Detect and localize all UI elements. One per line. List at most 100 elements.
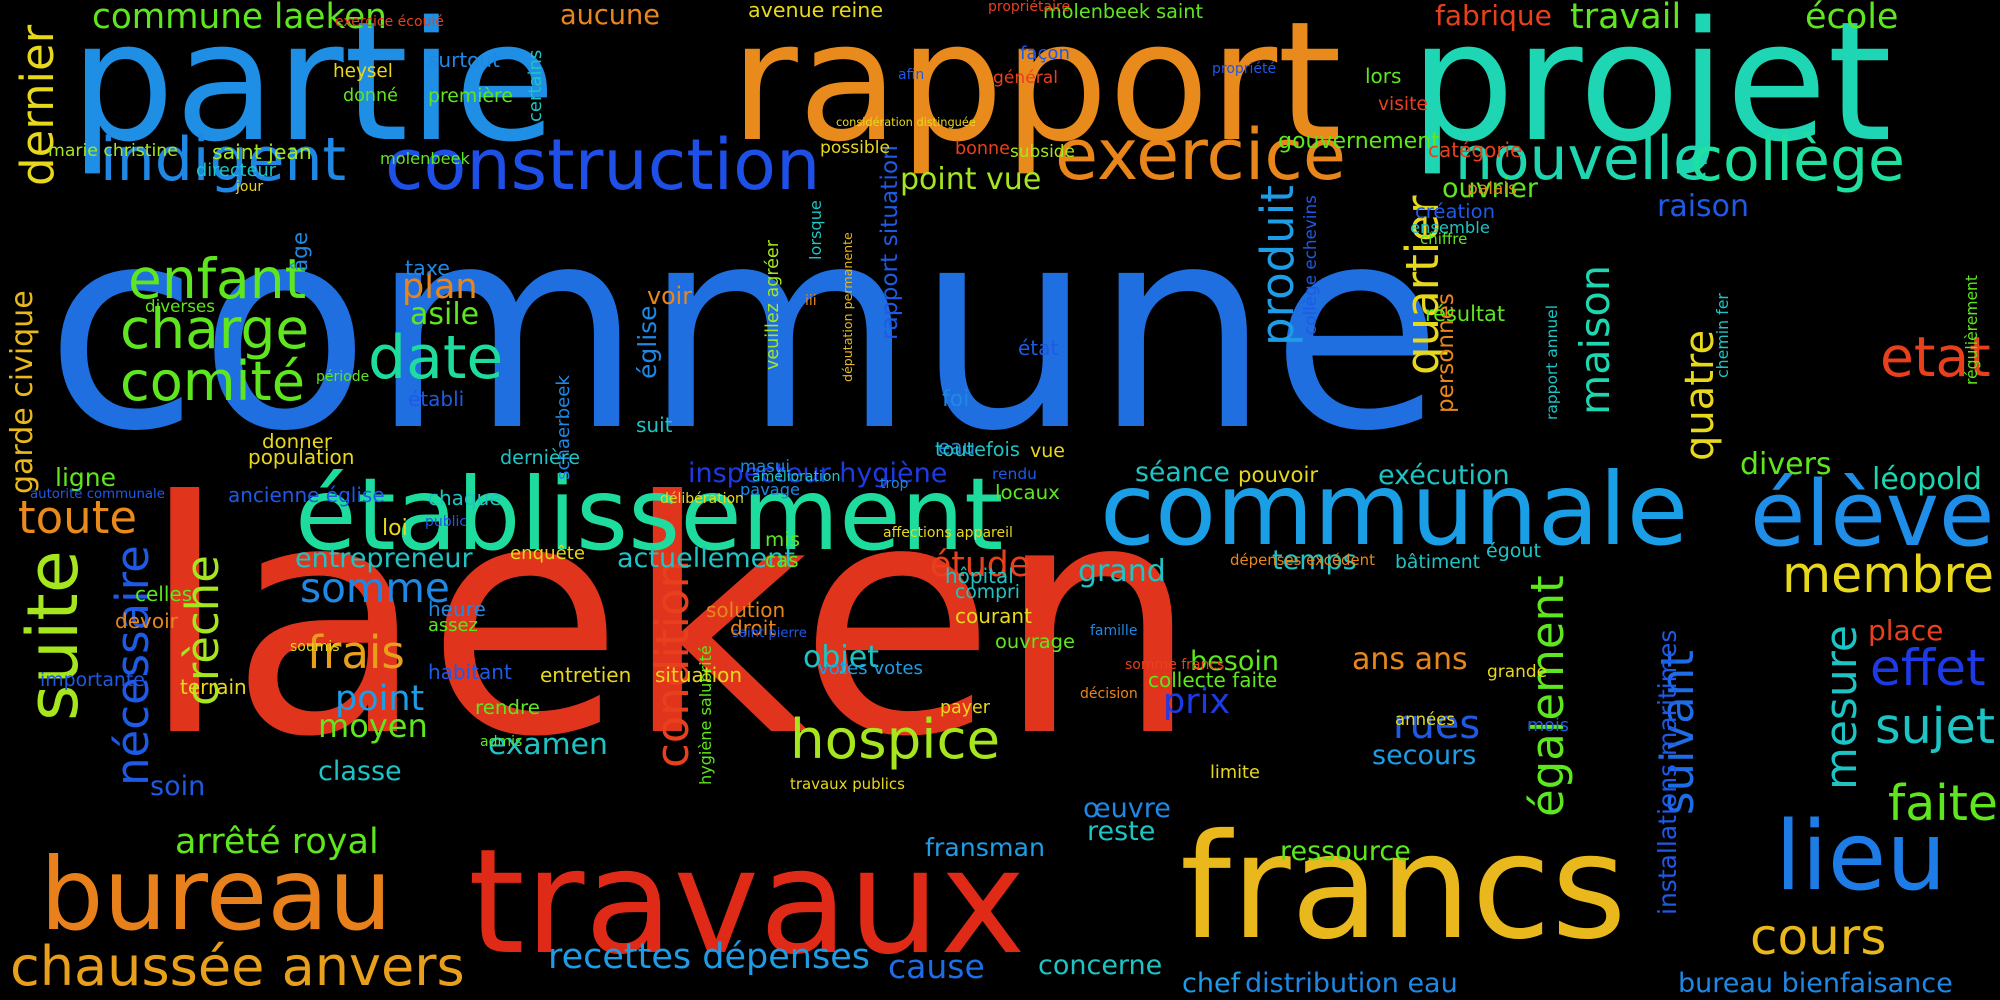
- cloud-word: payer: [940, 698, 990, 718]
- cloud-word: trop: [880, 476, 909, 492]
- cloud-word: nouvelle: [1455, 124, 1710, 194]
- cloud-word: comité: [120, 350, 305, 413]
- cloud-word: molenbeek: [380, 149, 470, 168]
- cloud-word: projet: [1410, 0, 1892, 178]
- cloud-word: établissement: [295, 456, 1004, 573]
- cloud-word: secours: [1372, 740, 1477, 771]
- cloud-word: œuvre: [1083, 793, 1171, 824]
- cloud-word: rapport: [730, 0, 1342, 178]
- cloud-word: saint pierre: [732, 626, 807, 641]
- cloud-word: faite: [1888, 775, 1998, 832]
- cloud-word: chemin fer: [1713, 293, 1732, 378]
- cloud-word: bureau bienfaisance: [1678, 968, 1953, 999]
- cloud-word: catégorie: [1428, 138, 1523, 162]
- cloud-word: maison: [1571, 264, 1619, 415]
- cloud-word: également: [1521, 575, 1574, 817]
- cloud-word: décision: [1080, 686, 1138, 702]
- cloud-word: soumis: [290, 639, 340, 655]
- cloud-word: masui: [740, 457, 790, 476]
- cloud-word: exercice écoulé: [335, 14, 444, 30]
- cloud-word: devoir: [115, 609, 178, 633]
- cloud-word: chaussée anvers: [10, 935, 465, 998]
- cloud-word: ouvrier: [1442, 173, 1538, 204]
- cloud-word: rapport annuel: [1543, 305, 1561, 420]
- cloud-word: suit: [636, 413, 673, 437]
- cloud-word: raison: [1657, 189, 1750, 224]
- cloud-word: façon: [1020, 43, 1070, 64]
- cloud-word: produit: [1251, 185, 1304, 346]
- cloud-word: asile: [410, 297, 480, 332]
- cloud-word: propriétaire: [988, 0, 1071, 15]
- cloud-word: locaux: [995, 481, 1060, 504]
- cloud-word: veuillez agréer: [763, 240, 783, 370]
- cloud-word: établi: [408, 387, 465, 411]
- cloud-word: suite: [12, 550, 94, 721]
- cloud-word: grand: [1078, 554, 1166, 589]
- cloud-word: importante: [40, 669, 145, 691]
- cloud-word: propriété: [1212, 61, 1277, 77]
- cloud-word: cause: [888, 947, 985, 986]
- cloud-word: indigent: [100, 125, 347, 195]
- cloud-word: résultat: [1425, 302, 1506, 326]
- cloud-word: gouvernement: [1278, 129, 1440, 154]
- cloud-word: général: [993, 68, 1058, 88]
- cloud-word: compri: [955, 582, 1020, 603]
- cloud-word: visite: [1378, 94, 1428, 115]
- cloud-word: ouvrage: [995, 630, 1075, 653]
- cloud-word: actuellement: [617, 543, 795, 574]
- cloud-word: toutefois: [935, 438, 1020, 461]
- cloud-word: famille: [1090, 623, 1138, 639]
- cloud-word: reste: [1087, 816, 1156, 847]
- cloud-word: première: [428, 86, 513, 107]
- cloud-word: vue: [1030, 440, 1066, 462]
- cloud-word: cas: [765, 548, 799, 572]
- cloud-word: chaque: [428, 486, 502, 510]
- cloud-word: affections appareil: [883, 525, 1013, 541]
- cloud-word: amélioration: [752, 469, 841, 485]
- cloud-word: subside: [1010, 141, 1075, 161]
- cloud-word: ligne: [55, 463, 116, 492]
- cloud-word: création: [1415, 200, 1495, 223]
- cloud-word: période: [316, 369, 370, 385]
- cloud-word: cours: [1750, 908, 1887, 966]
- cloud-word: point vue: [900, 162, 1042, 197]
- cloud-word: membre: [1782, 545, 1995, 604]
- cloud-word: soin: [150, 771, 206, 802]
- cloud-word: plan: [402, 267, 478, 307]
- cloud-word: assez: [428, 615, 478, 636]
- cloud-word: objet: [803, 640, 879, 675]
- cloud-word: construction: [385, 124, 821, 206]
- cloud-word: marie christine: [48, 141, 178, 161]
- cloud-word: donner: [262, 430, 332, 453]
- cloud-word: rendre: [475, 696, 540, 719]
- cloud-word: taxe: [405, 256, 450, 280]
- cloud-word: rendu: [992, 465, 1037, 483]
- cloud-word: entretien: [540, 663, 632, 687]
- cloud-word: commune laeken: [92, 0, 387, 37]
- cloud-word: votes votes: [818, 658, 923, 679]
- cloud-word: admis: [480, 734, 523, 750]
- cloud-word: bonne: [955, 139, 1010, 159]
- cloud-word: effet: [1870, 639, 1986, 697]
- cloud-word: eau: [938, 435, 976, 459]
- cloud-word: ressource: [1280, 836, 1411, 867]
- cloud-word: mesure: [1816, 625, 1867, 790]
- cloud-word: grande: [1487, 661, 1548, 681]
- cloud-word: fransman: [925, 833, 1045, 862]
- cloud-word: considération distinguée: [836, 115, 976, 129]
- cloud-word: travaux: [468, 818, 1026, 987]
- cloud-word: mis: [765, 528, 801, 551]
- cloud-word: ans ans: [1352, 642, 1468, 677]
- cloud-word: solution: [706, 598, 786, 622]
- cloud-word: travail: [1570, 0, 1682, 37]
- cloud-word: celles: [135, 582, 193, 606]
- cloud-word: possible: [820, 138, 891, 158]
- cloud-word: pouvoir: [1238, 463, 1319, 488]
- cloud-word: lieu: [1775, 802, 1947, 912]
- cloud-word: exercice: [1055, 114, 1346, 196]
- cloud-word: installations maritimes: [1653, 629, 1682, 915]
- cloud-word: jour: [236, 179, 264, 195]
- cloud-word: pavage: [740, 480, 800, 499]
- cloud-word: partie: [70, 0, 556, 178]
- cloud-word: lors: [1365, 64, 1402, 88]
